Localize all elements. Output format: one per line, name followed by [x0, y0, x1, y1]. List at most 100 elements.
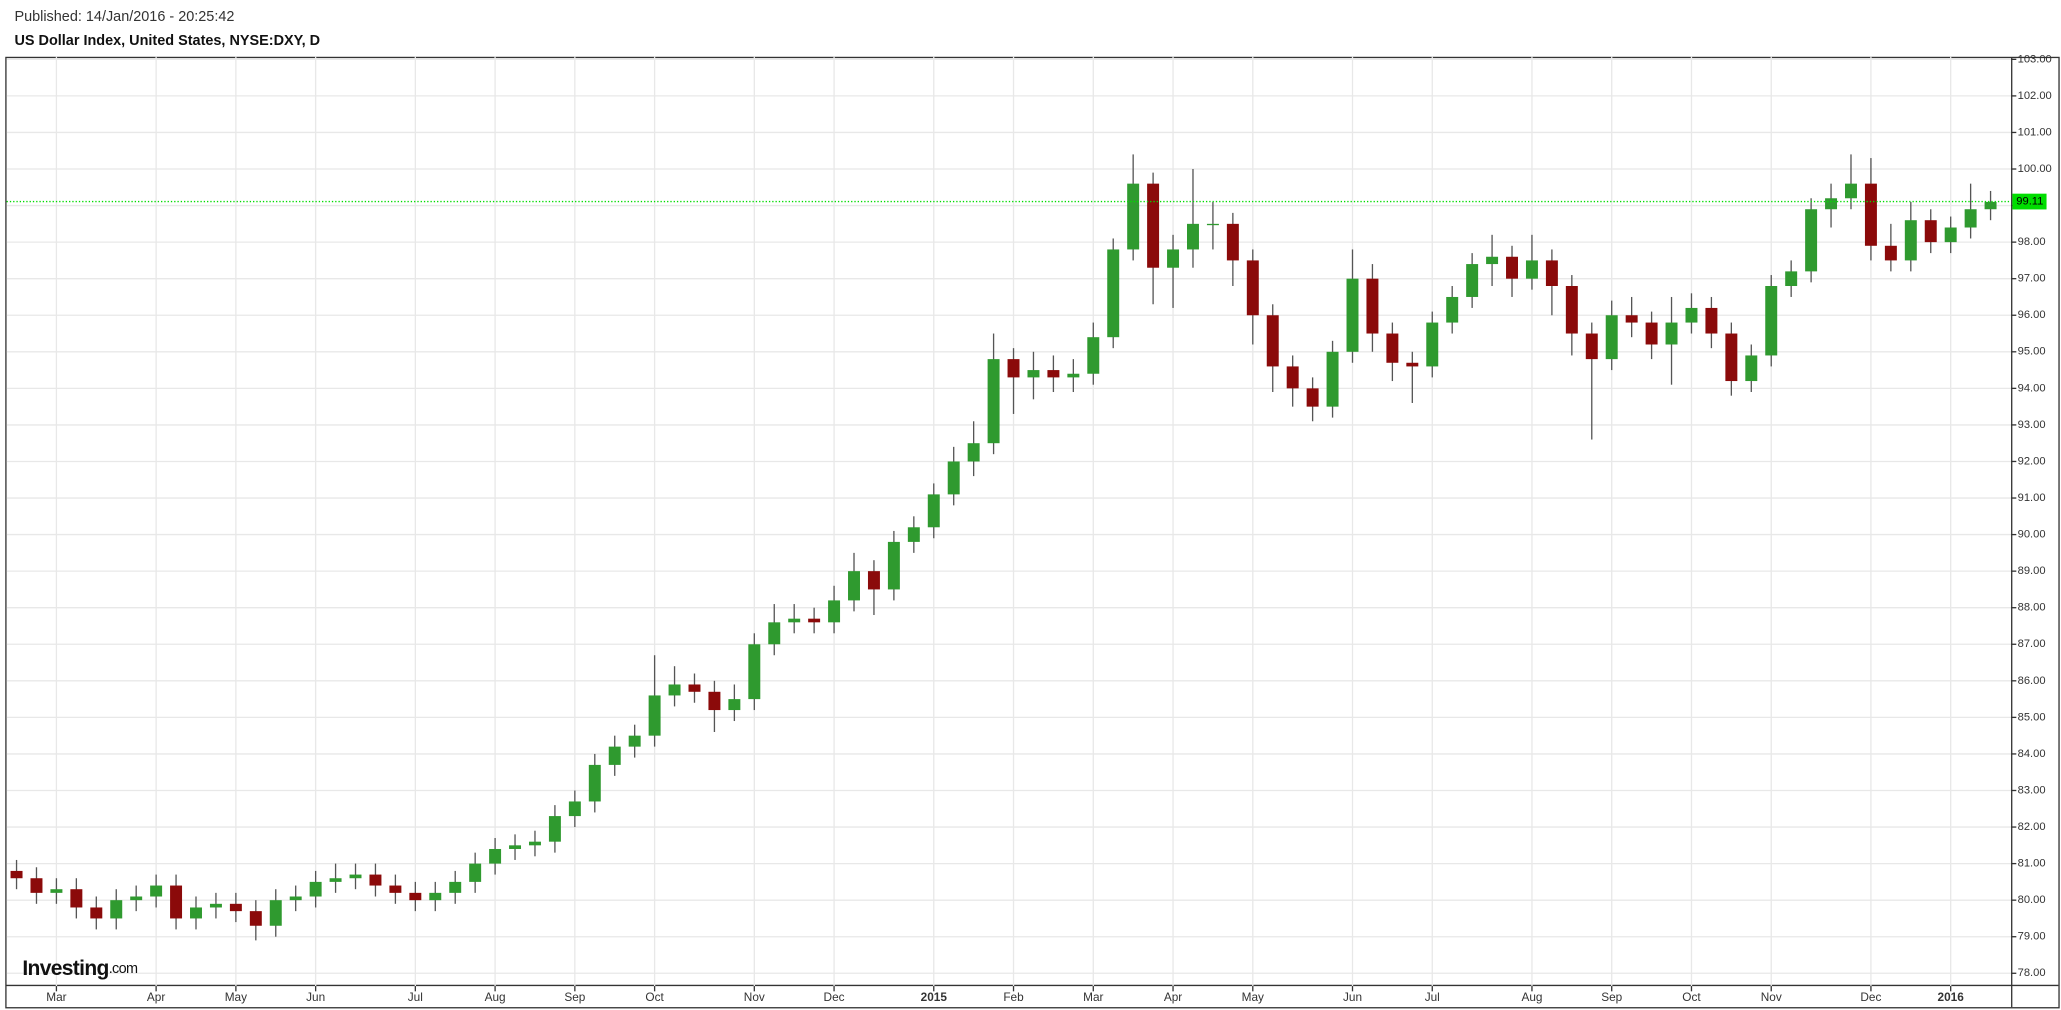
candle-body — [50, 889, 63, 893]
y-tick-label: 95.00 — [2018, 346, 2046, 358]
y-tick-label: 94.00 — [2018, 382, 2046, 394]
candle-body — [1924, 220, 1937, 243]
candle-body — [1306, 388, 1319, 407]
x-tick-label: Apr — [1164, 990, 1182, 1004]
candle-body — [728, 699, 741, 711]
x-tick-label: Feb — [1003, 990, 1024, 1004]
candle-body — [887, 541, 900, 590]
y-tick-label: 88.00 — [2018, 602, 2046, 614]
candle-body — [70, 889, 83, 908]
candle-body — [150, 885, 163, 897]
candle-body — [947, 461, 960, 495]
x-tick-label: Jul — [408, 990, 423, 1004]
candle-body — [927, 494, 940, 528]
candle-body — [369, 874, 382, 886]
candle-body — [1266, 315, 1279, 367]
x-tick-label: Apr — [147, 990, 165, 1004]
candle-body — [1705, 307, 1718, 334]
candle-body — [708, 691, 721, 711]
candle-body — [768, 622, 781, 645]
candle-body — [1047, 370, 1060, 378]
candle-body — [1944, 227, 1957, 243]
y-tick-label: 102.00 — [2018, 90, 2052, 102]
grid — [6, 56, 2012, 987]
candle-body — [1685, 307, 1698, 323]
candle-body — [1366, 278, 1379, 334]
candle-body — [1845, 183, 1857, 199]
candle-body — [449, 881, 462, 893]
candle-body — [1167, 249, 1180, 268]
x-tick-label: Mar — [46, 990, 66, 1004]
x-tick-label: Sep — [564, 990, 585, 1004]
candle-body — [548, 816, 561, 842]
x-tick-label: 2016 — [1938, 990, 1965, 1004]
x-tick-label: May — [225, 990, 247, 1004]
candle-body — [1346, 278, 1359, 352]
candle-body — [1007, 359, 1020, 378]
y-tick-label: 84.00 — [2018, 748, 2046, 760]
x-tick-label: 2015 — [921, 990, 948, 1004]
chart-title: US Dollar Index, United States, NYSE:DXY… — [14, 33, 320, 49]
candle-body — [209, 903, 222, 908]
x-tick-label: Aug — [485, 990, 506, 1004]
candle-body — [867, 571, 880, 590]
y-tick-label: 103.00 — [2018, 53, 2052, 65]
candle-body — [1087, 337, 1100, 374]
candle-body — [967, 443, 980, 462]
candle-body — [987, 359, 1000, 444]
candle-body — [489, 848, 502, 864]
x-tick-label: Aug — [1521, 990, 1542, 1004]
candle-body — [229, 903, 242, 912]
watermark-suffix: .com — [109, 961, 138, 977]
last-price-label: 99.11 — [2016, 196, 2043, 208]
candle-body — [1725, 333, 1738, 382]
candle-body — [648, 695, 661, 736]
candle-body — [1525, 260, 1538, 279]
candle-body — [1186, 223, 1199, 250]
x-tick-label: May — [1242, 990, 1264, 1004]
candles — [6, 154, 2012, 941]
candle-body — [509, 845, 522, 849]
watermark-main: Investing — [22, 957, 108, 980]
candle-body — [1206, 223, 1219, 226]
y-tick-label: 82.00 — [2018, 821, 2046, 833]
candle-body — [1446, 296, 1459, 323]
y-tick-label: 78.00 — [2018, 967, 2046, 979]
candle-body — [808, 618, 821, 623]
y-tick-label: 90.00 — [2018, 529, 2046, 541]
frame — [5, 56, 2060, 1009]
published: Published: 14/Jan/2016 - 20:25:42 — [14, 9, 234, 25]
candle-body — [10, 870, 23, 879]
y-tick-label: 85.00 — [2018, 711, 2046, 723]
x-tick-label: Jul — [1425, 990, 1440, 1004]
y-tick-label: 79.00 — [2018, 931, 2046, 943]
candle-body — [1884, 245, 1897, 261]
x-tick-label: Nov — [1761, 990, 1782, 1004]
candle-body — [1984, 201, 1997, 210]
y-tick-label: 81.00 — [2018, 858, 2046, 870]
candle-body — [1326, 351, 1339, 407]
y-tick-label: 93.00 — [2018, 419, 2046, 431]
y-tick-label: 80.00 — [2018, 894, 2046, 906]
candle-body — [628, 735, 641, 747]
candle-body — [1605, 315, 1618, 360]
candle-body — [1107, 249, 1120, 338]
candle-body — [329, 878, 342, 882]
candle-body — [1805, 209, 1818, 272]
candle-body — [1027, 370, 1040, 378]
candle-body — [389, 885, 402, 893]
y-tick-label: 86.00 — [2018, 675, 2046, 687]
candle-body — [1147, 183, 1160, 268]
candle-body — [1127, 183, 1140, 250]
candle-body — [90, 907, 103, 919]
x-tick-label: Dec — [1860, 990, 1881, 1004]
candle-body — [1286, 366, 1299, 389]
candle-body — [30, 878, 43, 893]
x-tick-label: Jun — [306, 990, 325, 1004]
x-tick-label: Nov — [744, 990, 765, 1004]
candle-body — [1226, 223, 1239, 261]
y-tick-label: 87.00 — [2018, 638, 2046, 650]
candle-body — [608, 746, 621, 765]
candle-body — [249, 911, 262, 926]
